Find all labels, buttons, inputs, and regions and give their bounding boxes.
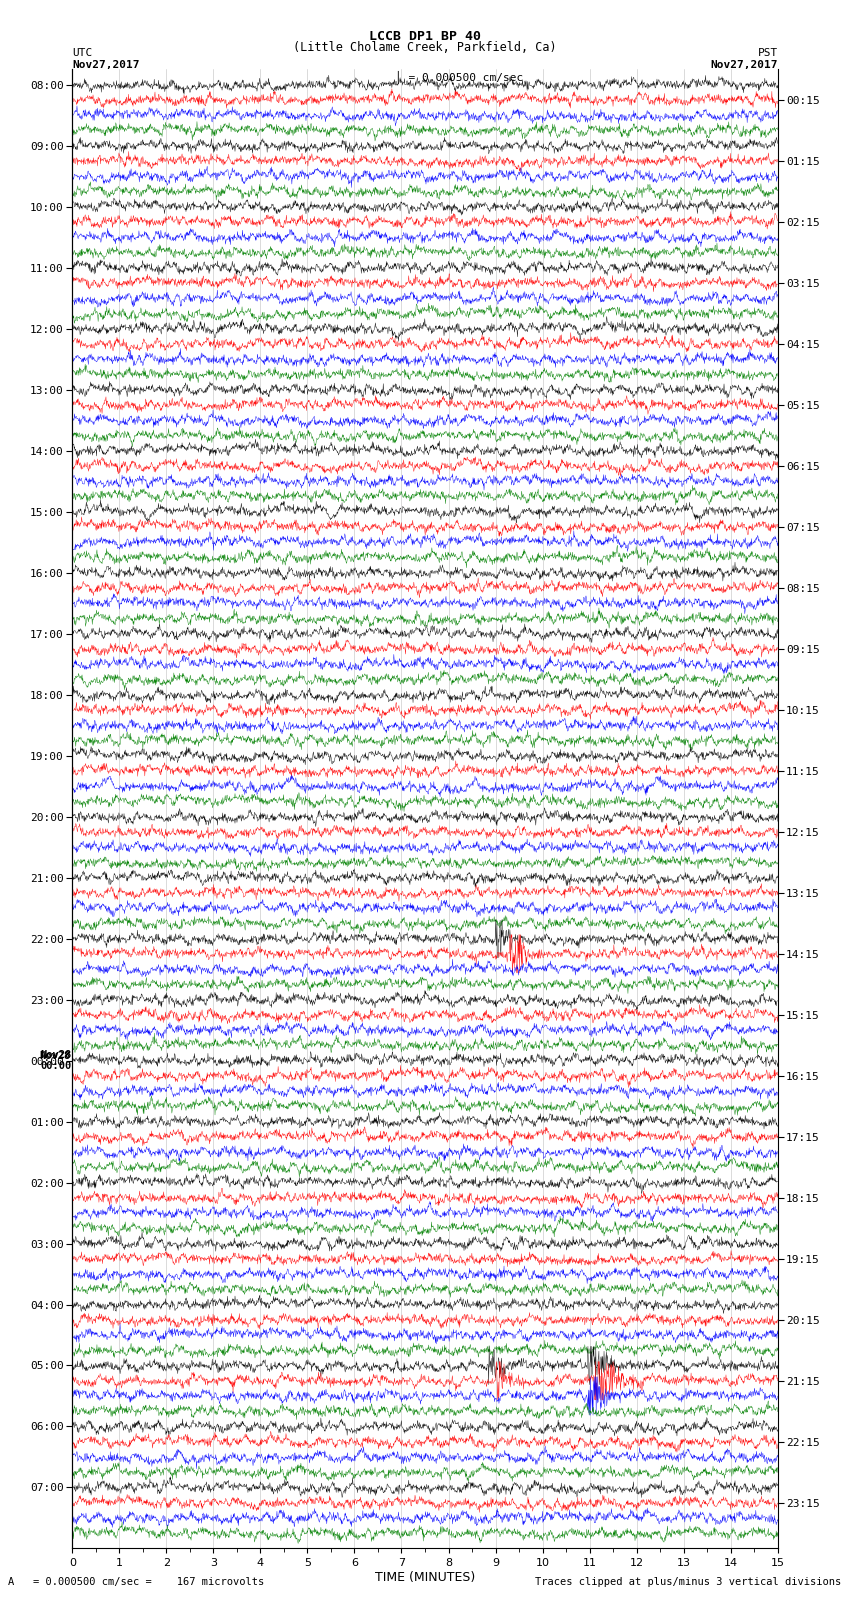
Text: LCCB DP1 BP 40: LCCB DP1 BP 40 [369, 31, 481, 44]
Text: Traces clipped at plus/minus 3 vertical divisions: Traces clipped at plus/minus 3 vertical … [536, 1578, 842, 1587]
Text: │ = 0.000500 cm/sec: │ = 0.000500 cm/sec [395, 71, 524, 84]
Text: Nov27,2017: Nov27,2017 [72, 60, 139, 69]
Text: Nov28: Nov28 [40, 1050, 71, 1060]
X-axis label: TIME (MINUTES): TIME (MINUTES) [375, 1571, 475, 1584]
Text: Nov28
00:00: Nov28 00:00 [40, 1050, 71, 1071]
Text: UTC: UTC [72, 48, 93, 58]
Text: (Little Cholame Creek, Parkfield, Ca): (Little Cholame Creek, Parkfield, Ca) [293, 40, 557, 55]
Text: Nov27,2017: Nov27,2017 [711, 60, 778, 69]
Text: PST: PST [757, 48, 778, 58]
Text: A   = 0.000500 cm/sec =    167 microvolts: A = 0.000500 cm/sec = 167 microvolts [8, 1578, 264, 1587]
